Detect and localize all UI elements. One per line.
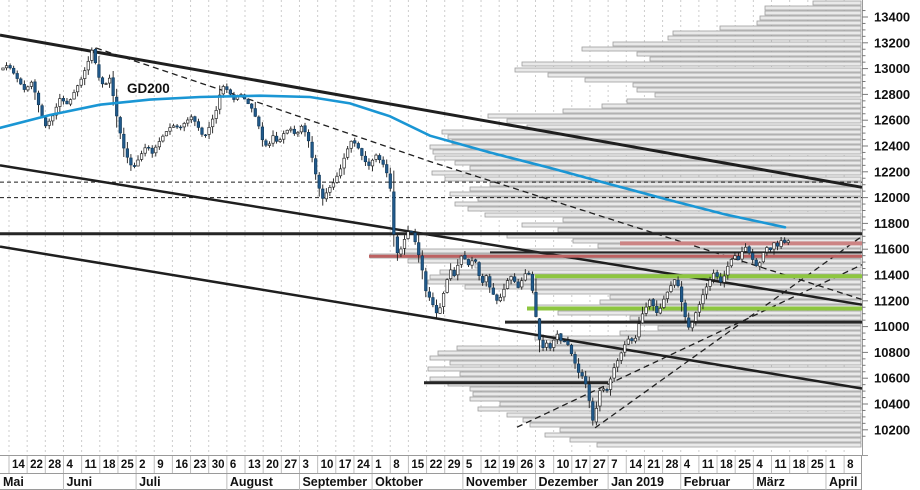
x-axis-day-label: 18	[103, 459, 116, 471]
x-axis-day-label: 27	[284, 459, 297, 471]
x-axis-day-label: 18	[793, 459, 806, 471]
dashed-uptrend-steep	[594, 235, 863, 429]
y-axis-label: 13000	[874, 61, 910, 76]
x-axis-day-label: 14	[629, 459, 642, 471]
y-axis-label: 12400	[874, 139, 910, 154]
x-axis-day-label: 1	[375, 459, 382, 471]
y-axis-label: 10200	[874, 422, 910, 437]
x-axis-day-label: 22	[30, 459, 43, 471]
x-axis-month-label: Februar	[684, 475, 731, 489]
dashed-horizontal-levels	[0, 181, 862, 199]
x-axis-day-label: 22	[430, 459, 443, 471]
y-axis-label: 10400	[874, 397, 910, 412]
x-axis-day-label: 4	[66, 459, 73, 471]
x-axis-day-label: 18	[720, 459, 733, 471]
x-axis-day-label: 3	[538, 459, 544, 471]
x-axis-day-label: 3	[302, 459, 308, 471]
x-axis[interactable]: 14 22 28 4 11 18 25 2 9 16 23 30 6 13 20 27 3 10 17 24 1 8 15 2…	[0, 455, 920, 490]
gd200-line	[0, 94, 787, 229]
x-axis-month-label: Mai	[3, 475, 24, 489]
x-axis-day-label: 25	[738, 459, 751, 471]
x-axis-day-label: 4	[684, 459, 691, 471]
x-axis-month-label: Jan 2019	[611, 475, 664, 489]
dashed-uptrend-shallow	[516, 264, 863, 428]
y-axis-label: 11600	[874, 242, 909, 257]
y-axis-label: 12200	[874, 164, 910, 179]
x-axis-day-label: 24	[357, 459, 370, 471]
x-axis-day-label: 16	[175, 459, 188, 471]
x-axis-day-label: 27	[593, 459, 606, 471]
candlestick-series	[1, 47, 790, 426]
x-axis-day-label: 17	[575, 459, 588, 471]
x-axis-month-label: März	[756, 475, 784, 489]
y-axis-label: 13400	[874, 10, 910, 25]
x-axis-day-label: 8	[847, 459, 854, 471]
x-axis-day-label: 10	[557, 459, 570, 471]
x-axis-day-label: 8	[393, 459, 400, 471]
y-axis-label: 10600	[874, 371, 910, 386]
x-axis-day-label: 10	[321, 459, 334, 471]
x-axis-month-label: Juli	[139, 475, 161, 489]
x-axis-day-label: 1	[829, 459, 836, 471]
x-axis-day-label: 28	[48, 459, 61, 471]
x-axis-day-label: 14	[12, 459, 25, 471]
x-axis-day-label: 12	[484, 459, 497, 471]
x-axis-day-label: 5	[466, 459, 473, 471]
y-axis-label: 12000	[874, 190, 910, 205]
x-axis-day-label: 2	[139, 459, 145, 471]
y-axis[interactable]: 13400 13200 13000 12800 12600 12400 12200 12000…	[862, 0, 920, 490]
y-axis-label: 11000	[874, 319, 909, 334]
dashed-downtrend	[95, 47, 863, 301]
x-axis-month-label: November	[466, 475, 527, 489]
y-axis-label: 10800	[874, 345, 910, 360]
x-axis-day-label: 25	[121, 459, 134, 471]
x-axis-day-label: 7	[611, 459, 617, 471]
x-axis-day-label: 11	[775, 459, 788, 471]
x-axis-month-label: August	[230, 475, 274, 489]
y-axis-label: 11200	[874, 293, 909, 308]
x-axis-month-label: September	[302, 475, 367, 489]
x-axis-day-label: 17	[339, 459, 352, 471]
x-axis-day-label: 11	[85, 459, 98, 471]
x-axis-day-label: 19	[502, 459, 515, 471]
y-axis-label: 11400	[874, 268, 909, 283]
channel-top	[0, 33, 863, 189]
x-axis-month-label: April	[829, 475, 857, 489]
x-axis-day-label: 20	[266, 459, 279, 471]
x-axis-day-label: 11	[702, 459, 715, 471]
x-axis-day-label: 26	[520, 459, 533, 471]
support-resistance-levels	[0, 232, 862, 385]
x-axis-day-label: 15	[411, 459, 424, 471]
y-axis-label: 11800	[874, 216, 909, 231]
x-axis-month-label: Dezember	[538, 475, 598, 489]
x-axis-month-label: Oktober	[375, 475, 423, 489]
x-axis-day-label: 23	[194, 459, 207, 471]
x-axis-day-label: 6	[230, 459, 236, 471]
x-axis-day-label: 28	[666, 459, 679, 471]
gd200-label: GD200	[127, 81, 170, 96]
x-axis-day-label: 13	[248, 459, 261, 471]
y-axis-label: 12800	[874, 87, 910, 102]
x-axis-day-label: 25	[811, 459, 824, 471]
x-axis-day-label: 4	[756, 459, 763, 471]
x-axis-day-label: 30	[212, 459, 225, 471]
x-axis-day-label: 21	[647, 459, 660, 471]
x-axis-day-label: 29	[448, 459, 461, 471]
y-axis-label: 13200	[874, 35, 910, 50]
channel-bottom	[0, 245, 863, 390]
x-axis-month-label: Juni	[66, 475, 92, 489]
y-axis-label: 12600	[874, 113, 910, 128]
x-axis-day-label: 9	[157, 459, 163, 471]
